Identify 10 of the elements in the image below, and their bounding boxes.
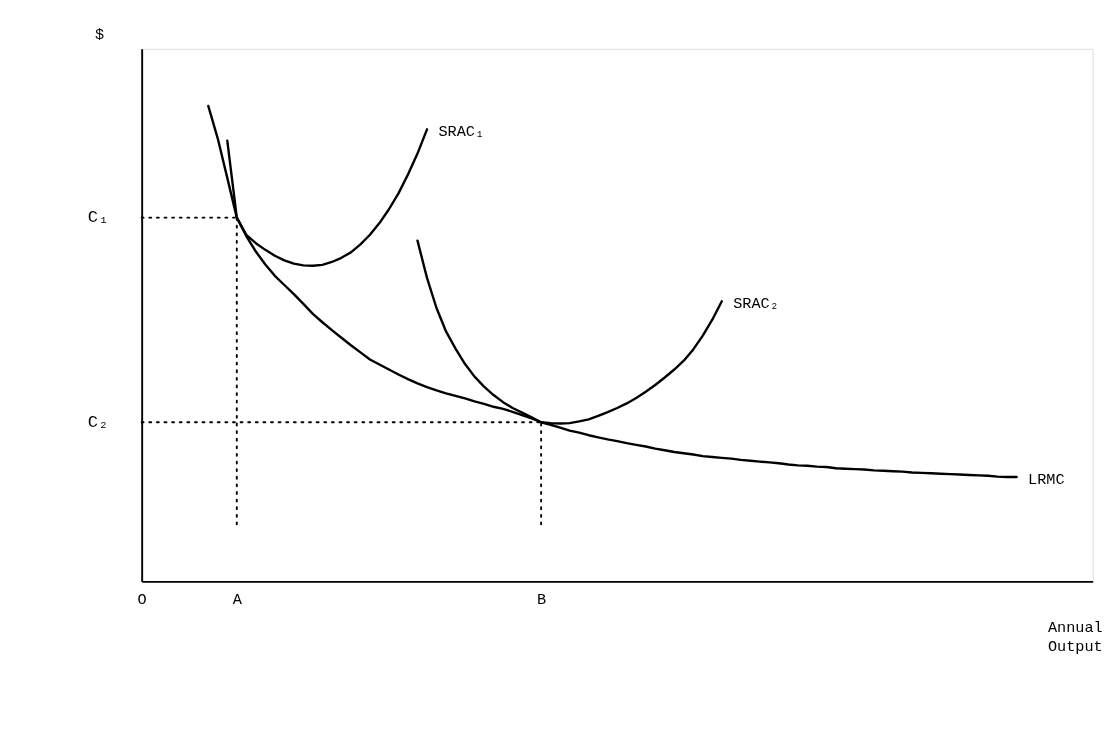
x-tick-label: O — [137, 590, 147, 609]
x-tick-label: B — [537, 590, 547, 609]
series-label: SRAC₁ — [438, 123, 485, 141]
ref-line-label: C₁ — [87, 208, 109, 228]
y-axis-title: $ — [95, 25, 105, 44]
series-label: LRMC — [1028, 470, 1065, 489]
series-label: SRAC₂ — [733, 294, 779, 313]
ref-line-label: C₂ — [87, 413, 109, 432]
x-axis-title: Annual Output — [1047, 619, 1103, 657]
x-tick-label: A — [232, 590, 243, 609]
